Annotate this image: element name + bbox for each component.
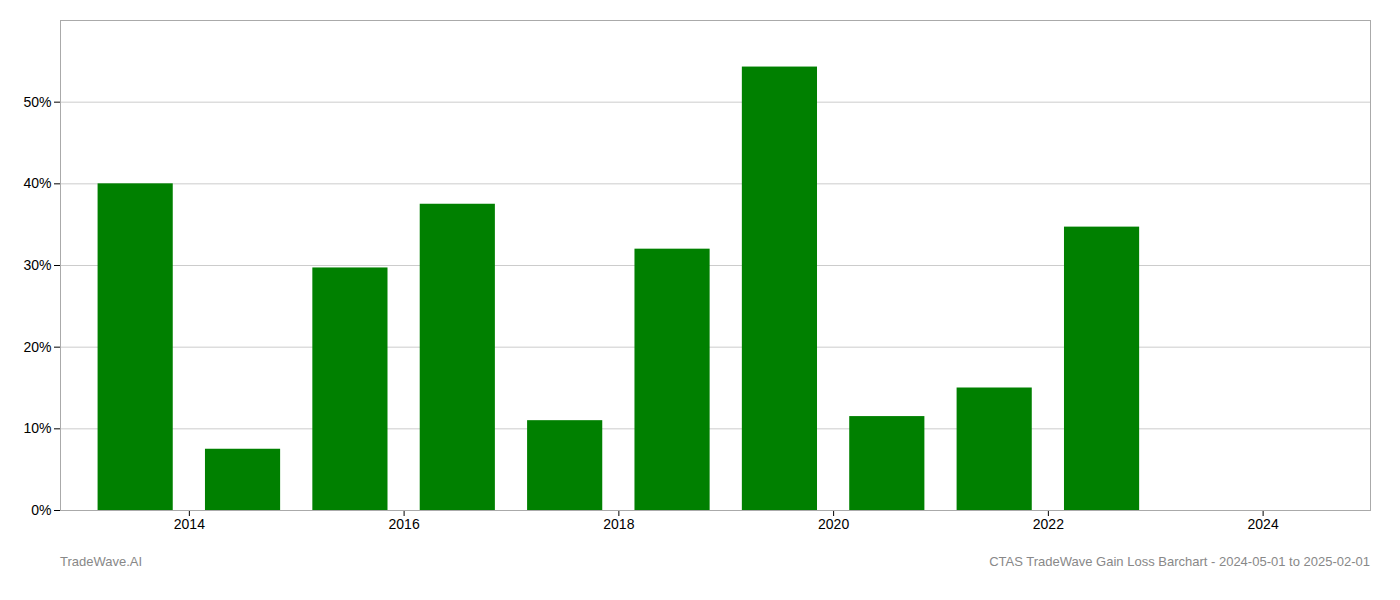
svg-text:30%: 30%	[23, 257, 51, 273]
svg-text:2018: 2018	[603, 516, 634, 532]
html-text:TradeWave.AI: TradeWave.AI	[60, 554, 143, 569]
svg-text:2014: 2014	[174, 516, 205, 532]
svg-text:2016: 2016	[389, 516, 420, 532]
svg-text:0%: 0%	[31, 502, 51, 518]
svg-text:2024: 2024	[1248, 516, 1279, 532]
svg-text:2020: 2020	[818, 516, 849, 532]
svg-text:10%: 10%	[23, 420, 51, 436]
svg-text:20%: 20%	[23, 339, 51, 355]
svg-text:40%: 40%	[23, 175, 51, 191]
svg-text:2022: 2022	[1033, 516, 1064, 532]
svg-text:50%: 50%	[23, 94, 51, 110]
html-text:CTAS TradeWave Gain Loss Barch: CTAS TradeWave Gain Loss Barchart - 2024…	[989, 554, 1370, 569]
